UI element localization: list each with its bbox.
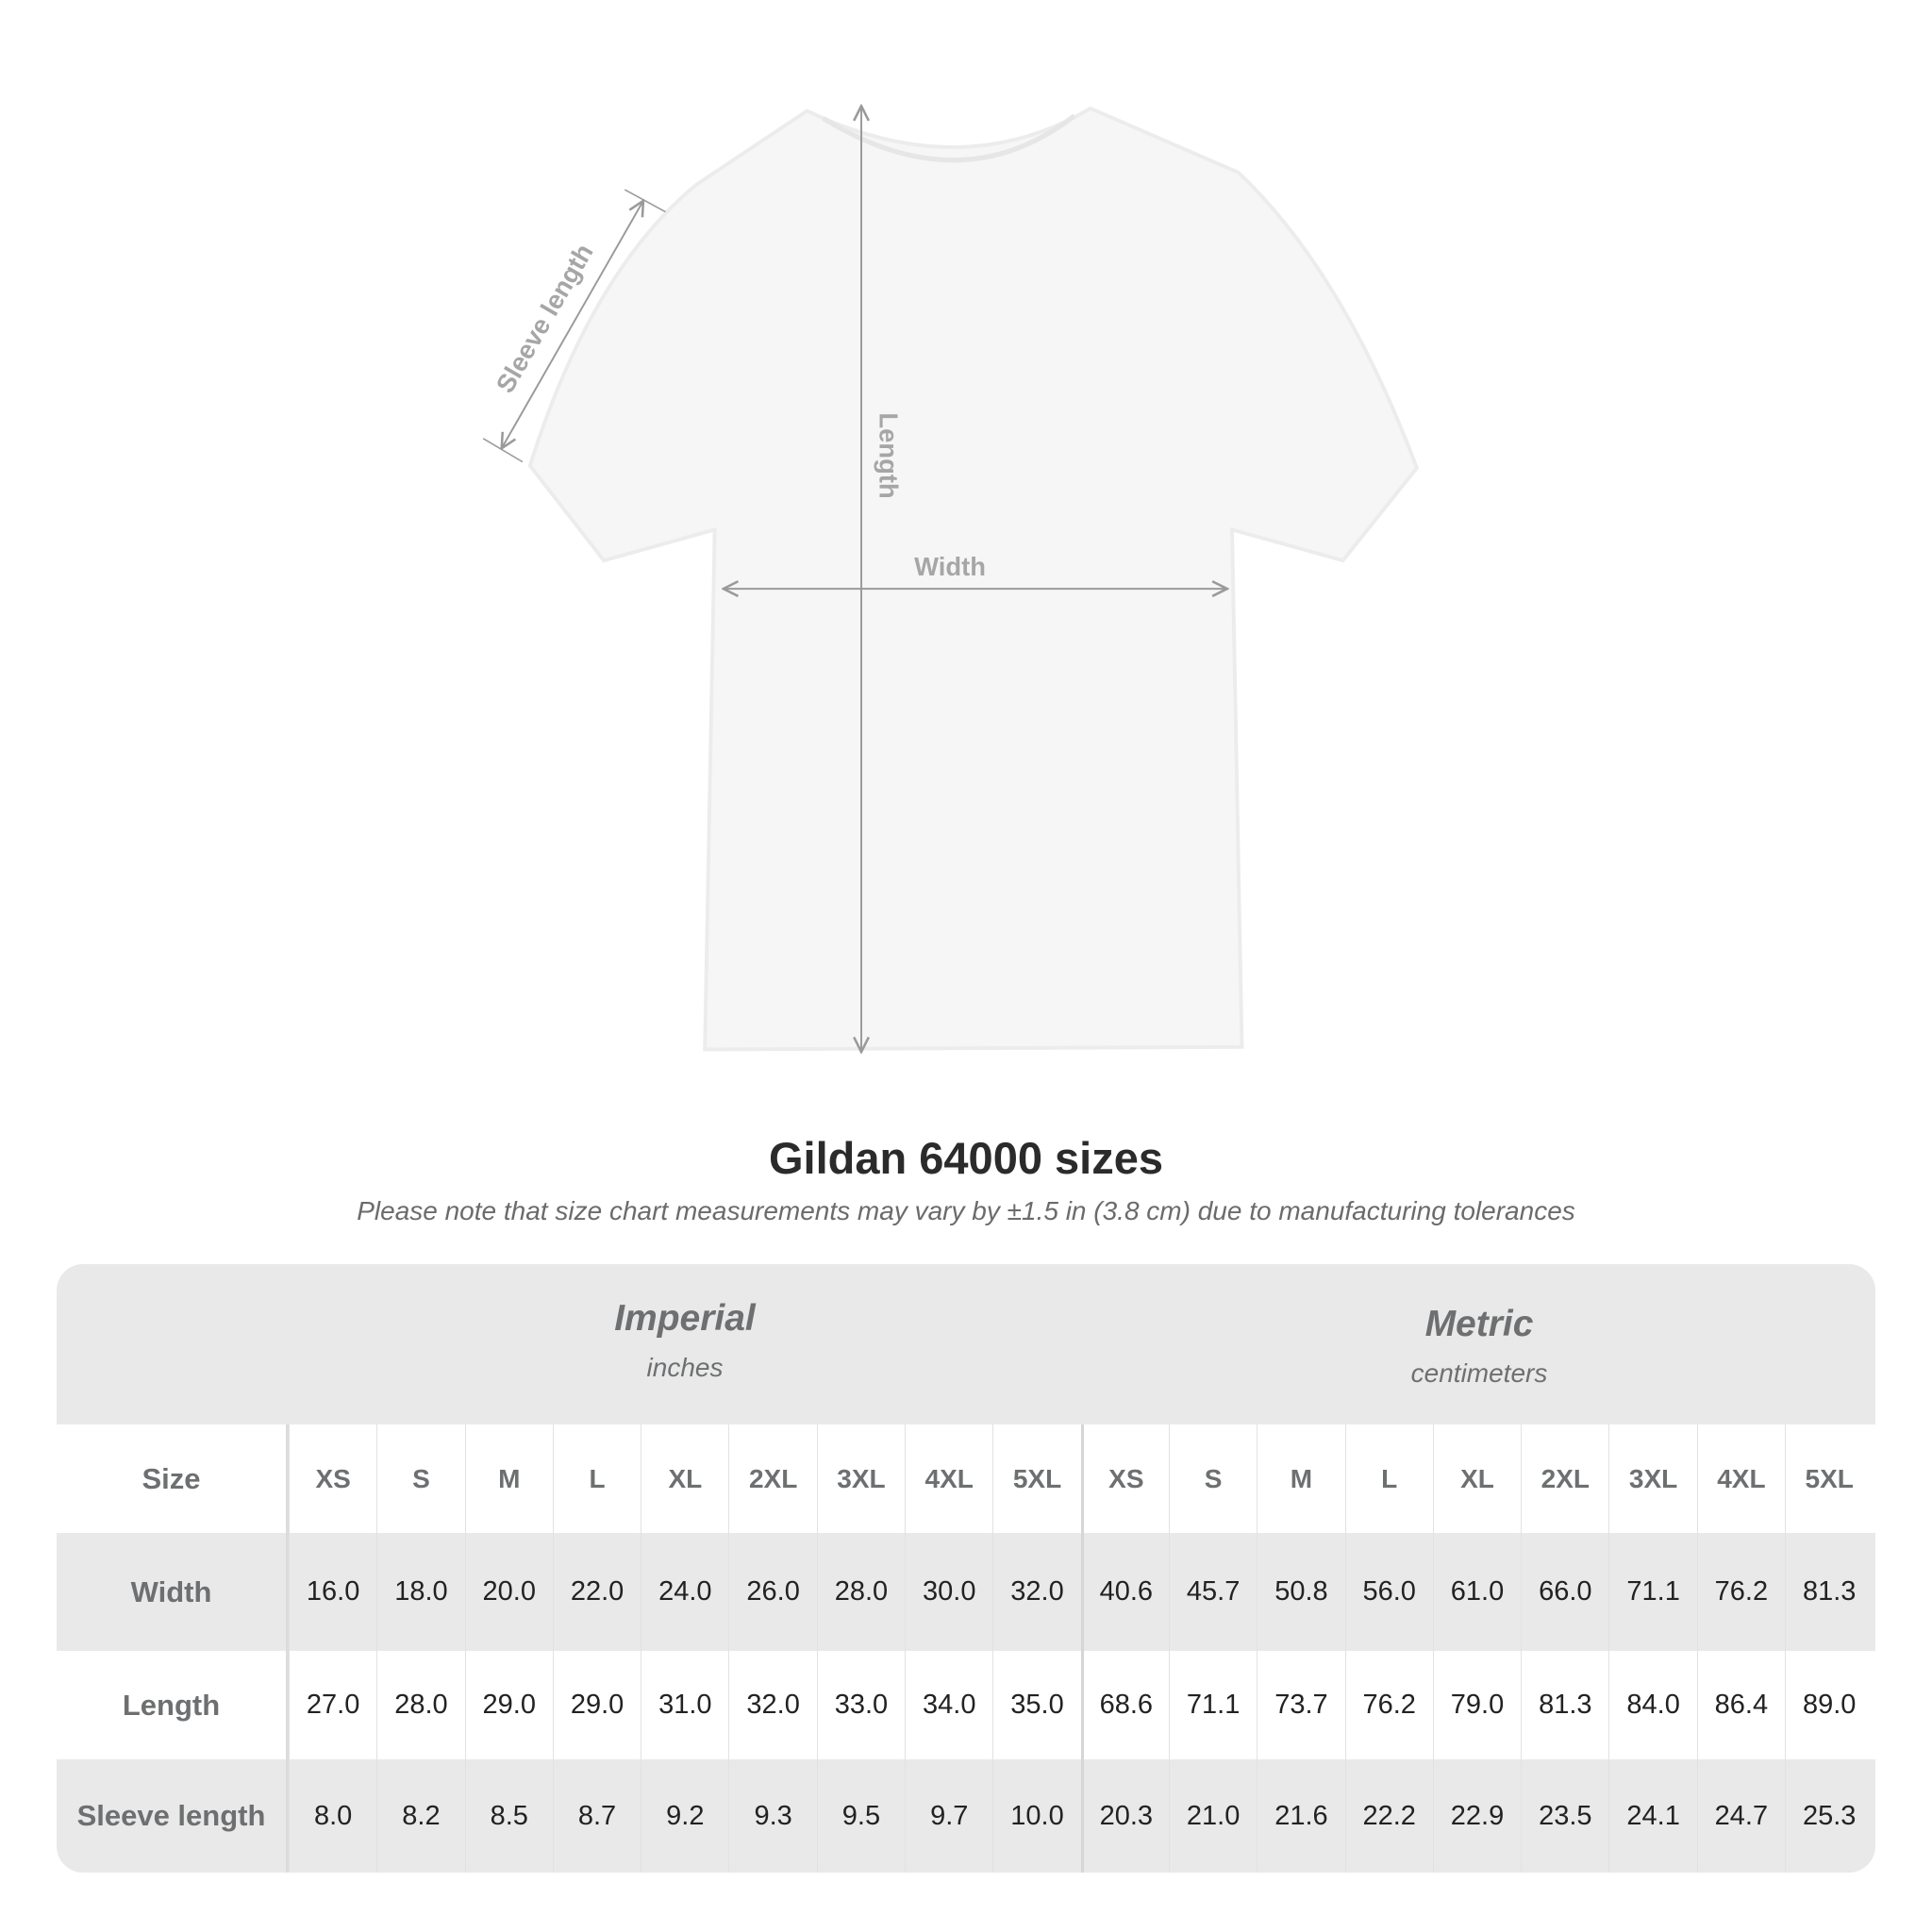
metric-value-cell: 21.6	[1257, 1759, 1344, 1873]
imperial-size-header: XS	[289, 1424, 376, 1533]
table-row: Sleeve length 8.0 8.2 8.5 8.7 9.2 9.3 9.5 9.7 10.…	[57, 1759, 1875, 1873]
imperial-value-cell: 9.3	[728, 1759, 816, 1873]
imperial-size-header: L	[552, 1424, 641, 1533]
metric-size-header: 2XL	[1521, 1424, 1608, 1533]
row-label: Width	[57, 1533, 289, 1651]
metric-value-cell: 81.3	[1521, 1651, 1608, 1759]
imperial-value-cell: 9.5	[816, 1759, 905, 1873]
imperial-size-header: 2XL	[728, 1424, 816, 1533]
imperial-header: Imperial inches	[289, 1298, 1081, 1383]
metric-value-cell: 71.1	[1168, 1651, 1257, 1759]
imperial-value-cell: 18.0	[376, 1533, 464, 1651]
imperial-value-cell: 16.0	[289, 1533, 376, 1651]
metric-value-cell: 22.2	[1344, 1759, 1433, 1873]
metric-size-header: XS	[1080, 1424, 1169, 1533]
metric-size-header: 3XL	[1608, 1424, 1696, 1533]
imperial-value-cell: 27.0	[289, 1651, 376, 1759]
imperial-size-header: XL	[641, 1424, 728, 1533]
metric-title: Metric	[1424, 1304, 1534, 1344]
imperial-value-cell: 29.0	[464, 1651, 553, 1759]
metric-value-cell: 40.6	[1080, 1533, 1169, 1651]
imperial-value-cell: 28.0	[376, 1651, 464, 1759]
imperial-value-cell: 35.0	[992, 1651, 1080, 1759]
metric-value-cell: 23.5	[1521, 1759, 1608, 1873]
imperial-size-header: 5XL	[992, 1424, 1080, 1533]
row-label: Length	[57, 1651, 289, 1759]
metric-value-cell: 45.7	[1168, 1533, 1257, 1651]
metric-value-cell: 81.3	[1785, 1533, 1873, 1651]
size-header-row: Size XS S M L XL 2XL 3XL 4XL 5XL XS S M L XL 2XL 3XL 4XL 5…	[57, 1424, 1875, 1533]
tolerance-note: Please note that size chart measurements…	[357, 1196, 1575, 1225]
imperial-value-cell: 32.0	[992, 1533, 1080, 1651]
imperial-size-header: M	[464, 1424, 553, 1533]
row-label: Sleeve length	[57, 1759, 289, 1873]
length-label: Length	[874, 412, 904, 498]
imperial-value-cell: 8.0	[289, 1759, 376, 1873]
metric-size-header: M	[1257, 1424, 1344, 1533]
imperial-unit: inches	[646, 1353, 724, 1382]
imperial-value-cell: 8.7	[552, 1759, 641, 1873]
imperial-value-cell: 29.0	[552, 1651, 641, 1759]
metric-value-cell: 20.3	[1080, 1759, 1169, 1873]
metric-value-cell: 24.1	[1608, 1759, 1696, 1873]
metric-value-cell: 71.1	[1608, 1533, 1696, 1651]
imperial-size-header: S	[376, 1424, 464, 1533]
imperial-value-cell: 31.0	[641, 1651, 728, 1759]
metric-header: Metric centimeters	[1083, 1304, 1875, 1389]
imperial-title: Imperial	[614, 1298, 756, 1339]
metric-size-header: S	[1168, 1424, 1257, 1533]
imperial-value-cell: 26.0	[728, 1533, 816, 1651]
metric-value-cell: 79.0	[1432, 1651, 1521, 1759]
width-label: Width	[914, 552, 986, 581]
metric-value-cell: 76.2	[1344, 1651, 1433, 1759]
imperial-value-cell: 9.2	[641, 1759, 728, 1873]
imperial-value-cell: 8.2	[376, 1759, 464, 1873]
metric-value-cell: 86.4	[1696, 1651, 1785, 1759]
metric-value-cell: 22.9	[1432, 1759, 1521, 1873]
imperial-value-cell: 34.0	[905, 1651, 992, 1759]
imperial-value-cell: 8.5	[464, 1759, 553, 1873]
metric-value-cell: 73.7	[1257, 1651, 1344, 1759]
row-label: Size	[57, 1424, 289, 1533]
imperial-value-cell: 10.0	[992, 1759, 1080, 1873]
imperial-size-header: 3XL	[816, 1424, 905, 1533]
page-title: Gildan 64000 sizes	[768, 1133, 1164, 1183]
table-row: Length 27.0 28.0 29.0 29.0 31.0 32.0 33.0 34.0 35…	[57, 1651, 1875, 1759]
metric-value-cell: 56.0	[1344, 1533, 1433, 1651]
metric-value-cell: 50.8	[1257, 1533, 1344, 1651]
imperial-value-cell: 30.0	[905, 1533, 992, 1651]
metric-size-header: XL	[1432, 1424, 1521, 1533]
sleeve-arrow	[502, 201, 643, 448]
imperial-value-cell: 20.0	[464, 1533, 553, 1651]
imperial-value-cell: 24.0	[641, 1533, 728, 1651]
metric-value-cell: 89.0	[1785, 1651, 1873, 1759]
imperial-size-header: 4XL	[905, 1424, 992, 1533]
table-row: Width 16.0 18.0 20.0 22.0 24.0 26.0 28.0 30.0 32.…	[57, 1533, 1875, 1651]
metric-size-header: L	[1344, 1424, 1433, 1533]
metric-value-cell: 66.0	[1521, 1533, 1608, 1651]
imperial-value-cell: 33.0	[816, 1651, 905, 1759]
imperial-value-cell: 32.0	[728, 1651, 816, 1759]
metric-value-cell: 21.0	[1168, 1759, 1257, 1873]
metric-value-cell: 61.0	[1432, 1533, 1521, 1651]
metric-value-cell: 24.7	[1696, 1759, 1785, 1873]
imperial-value-cell: 9.7	[905, 1759, 992, 1873]
metric-size-header: 5XL	[1785, 1424, 1873, 1533]
metric-unit: centimeters	[1410, 1358, 1548, 1388]
metric-value-cell: 76.2	[1696, 1533, 1785, 1651]
metric-value-cell: 84.0	[1608, 1651, 1696, 1759]
imperial-value-cell: 22.0	[552, 1533, 641, 1651]
tshirt-diagram: Sleeve length Length Width	[482, 0, 1420, 1084]
metric-value-cell: 25.3	[1785, 1759, 1873, 1873]
metric-size-header: 4XL	[1696, 1424, 1785, 1533]
metric-value-cell: 68.6	[1080, 1651, 1169, 1759]
size-table: Imperial inches Metric centimeters Size X…	[57, 1264, 1875, 1873]
imperial-value-cell: 28.0	[816, 1533, 905, 1651]
